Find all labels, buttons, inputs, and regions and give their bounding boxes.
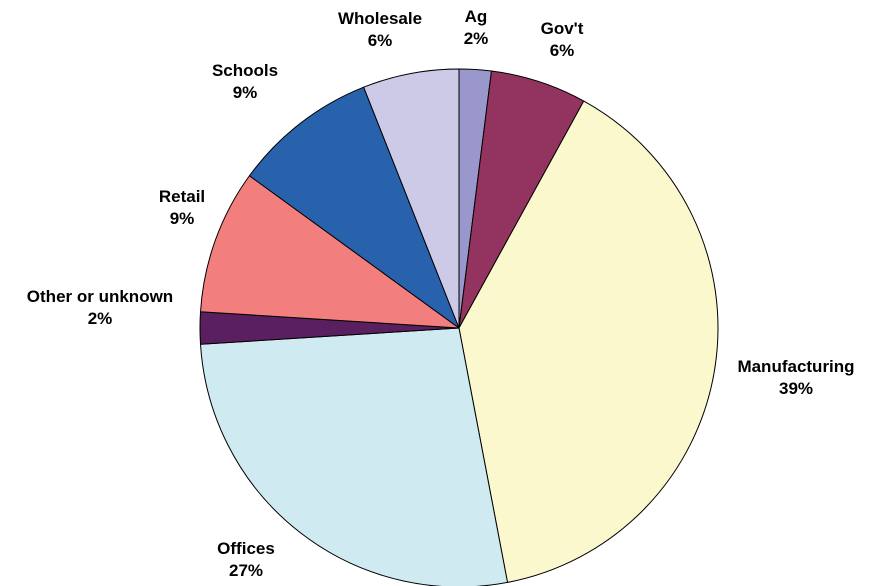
slice-percent-label: 6% — [550, 41, 575, 60]
slice-percent-label: 2% — [464, 29, 489, 48]
slice-percent-label: 39% — [779, 379, 813, 398]
slice-label: Retail — [159, 187, 205, 206]
slice-label: Schools — [212, 61, 278, 80]
slice-percent-label: 9% — [233, 83, 258, 102]
slice-label: Wholesale — [338, 9, 422, 28]
slice-label: Ag — [465, 7, 488, 26]
pie-slice-wholesale — [363, 68, 460, 329]
pie-slice-manufacturing — [458, 100, 719, 583]
pie-slice-schools — [248, 86, 460, 329]
slice-percent-label: 6% — [368, 31, 393, 50]
slice-percent-label: 27% — [229, 561, 263, 580]
slice-label: Gov't — [541, 19, 584, 38]
pie-slice-retail — [200, 175, 460, 329]
slice-label: Other or unknown — [27, 287, 173, 306]
slice-label: Offices — [217, 539, 275, 558]
pie-slice-offices — [200, 327, 509, 586]
slice-percent-label: 9% — [170, 209, 195, 228]
pie-slices — [199, 68, 719, 586]
slice-label: Manufacturing — [737, 357, 854, 376]
pie-labels: Ag 2% Gov't 6% Manufacturing 39% Offices 27% Oth… — [27, 7, 855, 580]
slice-percent-label: 2% — [88, 309, 113, 328]
